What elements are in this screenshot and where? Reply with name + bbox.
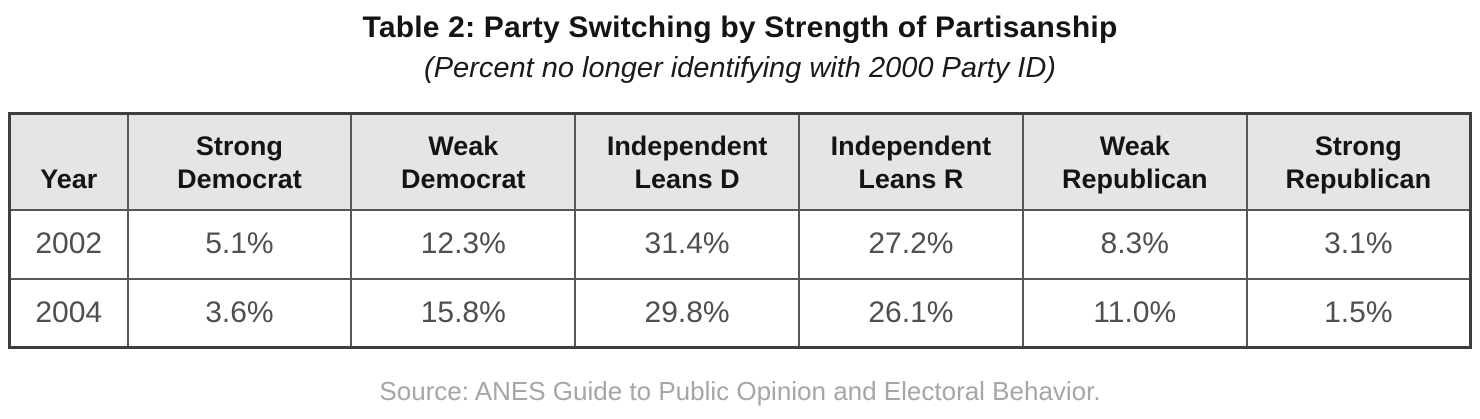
value-cell: 29.8% (574, 277, 800, 349)
page-title: Table 2: Party Switching by Strength of … (362, 11, 1118, 44)
value-cell: 5.1% (126, 208, 353, 280)
source-note: Source: ANES Guide to Public Opinion and… (379, 376, 1101, 406)
column-header-year: Year (8, 112, 129, 211)
value-cell: 31.4% (574, 208, 800, 280)
table-row-2002: 2002 5.1% 12.3% 31.4% 27.2% 8.3% 3.1% (8, 208, 1472, 280)
value-cell: 1.5% (1245, 277, 1472, 349)
value-cell: 11.0% (1021, 277, 1248, 349)
column-header-strong-republican: Strong Republican (1245, 112, 1472, 211)
value-cell: 12.3% (350, 208, 577, 280)
value-cell: 26.1% (797, 277, 1024, 349)
value-cell: 8.3% (1021, 208, 1248, 280)
column-header-weak-democrat: Weak Democrat (350, 112, 577, 211)
data-table: Year Strong Democrat Weak Democrat Indep… (8, 112, 1472, 349)
column-header-strong-democrat: Strong Democrat (126, 112, 353, 211)
header-row: Year Strong Democrat Weak Democrat Indep… (8, 112, 1472, 211)
value-cell: 3.1% (1245, 208, 1472, 280)
value-cell: 27.2% (797, 208, 1024, 280)
column-header-independent-leans-r: Independent Leans R (797, 112, 1024, 211)
page-subtitle: (Percent no longer identifying with 2000… (424, 52, 1056, 84)
value-cell: 15.8% (350, 277, 577, 349)
value-cell: 3.6% (126, 277, 353, 349)
year-cell: 2002 (8, 208, 129, 280)
table-row-2004: 2004 3.6% 15.8% 29.8% 26.1% 11.0% 1.5% (8, 277, 1472, 349)
column-header-independent-leans-d: Independent Leans D (574, 112, 800, 211)
column-header-weak-republican: Weak Republican (1021, 112, 1248, 211)
year-cell: 2004 (8, 277, 129, 349)
